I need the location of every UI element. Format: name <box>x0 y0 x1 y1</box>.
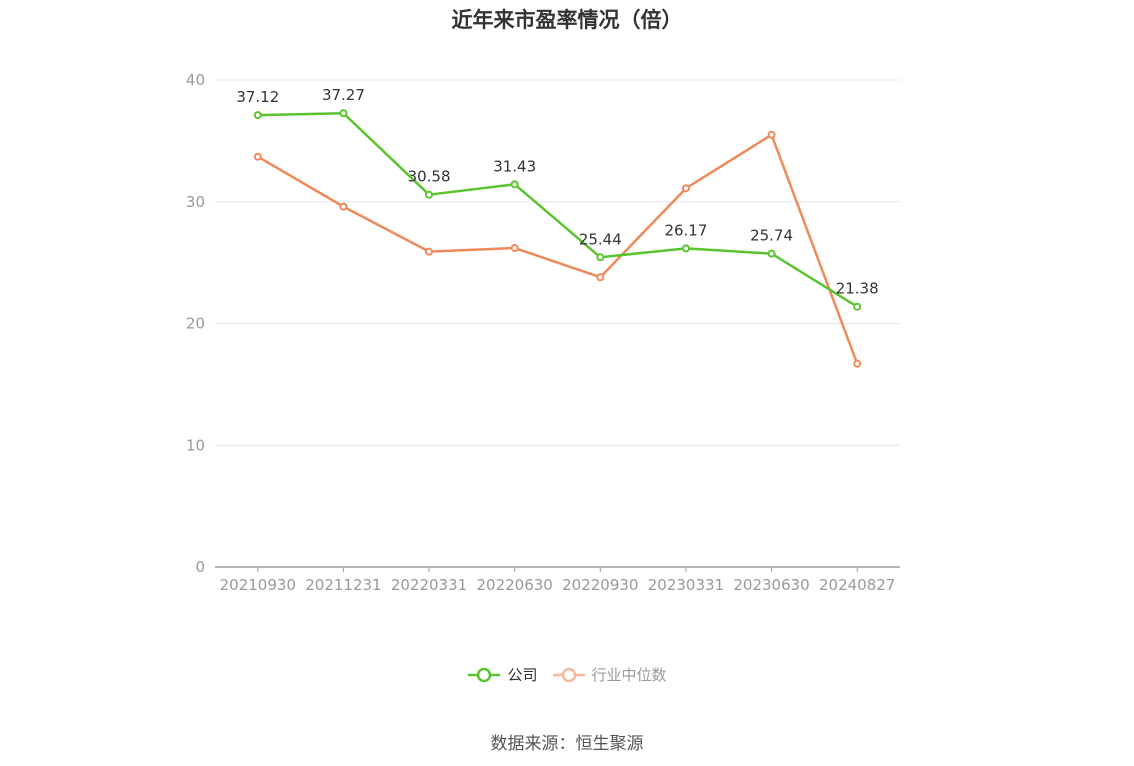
data-point <box>596 273 605 282</box>
y-tick-label: 20 <box>186 315 205 333</box>
legend-label-company: 公司 <box>507 666 538 684</box>
legend-item-industry[interactable]: 行业中位数 <box>552 664 667 685</box>
legend-company-marker-icon <box>468 667 501 682</box>
y-tick-label: 40 <box>186 71 205 89</box>
data-label: 21.38 <box>836 280 879 298</box>
data-source-note: 数据来源：恒生聚源 <box>490 734 644 754</box>
legend-item-company[interactable]: 公司 <box>467 664 538 685</box>
data-label: 25.44 <box>579 230 622 248</box>
series-lines <box>253 109 862 368</box>
data-point <box>767 130 776 139</box>
data-point <box>339 202 348 211</box>
x-tick-label: 20230331 <box>648 576 724 594</box>
grid-lines <box>215 79 900 446</box>
y-tick-label: 30 <box>186 193 205 211</box>
series-line <box>257 133 859 365</box>
data-label: 31.43 <box>493 157 536 175</box>
data-point <box>681 184 690 193</box>
data-point <box>425 247 434 256</box>
series-line <box>257 111 858 308</box>
data-point <box>253 111 262 120</box>
x-tick-label: 20220331 <box>391 576 467 594</box>
data-point <box>853 359 862 368</box>
legend: 公司 行业中位数 <box>0 664 1134 685</box>
chart-title: 近年来市盈率情况（倍） <box>451 8 683 32</box>
data-label: 37.12 <box>236 88 279 106</box>
data-point <box>767 249 776 258</box>
x-tick-label: 20240827 <box>819 576 895 594</box>
data-point <box>425 190 434 199</box>
data-point <box>510 244 519 253</box>
legend-industry-marker-icon <box>552 667 585 682</box>
data-label: 37.27 <box>322 86 365 104</box>
x-tick-label: 20230630 <box>733 576 809 594</box>
data-point <box>681 244 690 253</box>
data-point <box>596 253 605 262</box>
data-label: 25.74 <box>750 227 793 245</box>
axes: 0 10 20 30 40 20210930 20211231 20220331 2022063… <box>186 71 900 594</box>
x-tick-label: 20210930 <box>220 576 296 594</box>
data-point <box>510 180 519 189</box>
x-tick-label: 20220630 <box>477 576 553 594</box>
data-labels: 37.12 37.27 30.58 31.43 25.44 26.17 25.74 21.38 <box>236 86 878 297</box>
x-tick-label: 20211231 <box>305 576 381 594</box>
y-tick-label: 10 <box>186 436 205 454</box>
y-tick-label: 0 <box>195 558 205 576</box>
x-tick-label: 20220930 <box>562 576 638 594</box>
data-label: 26.17 <box>664 221 707 239</box>
data-point <box>339 109 348 118</box>
data-point <box>253 152 262 161</box>
data-label: 30.58 <box>408 168 451 186</box>
data-point <box>853 302 862 311</box>
legend-label-industry: 行业中位数 <box>591 666 667 684</box>
